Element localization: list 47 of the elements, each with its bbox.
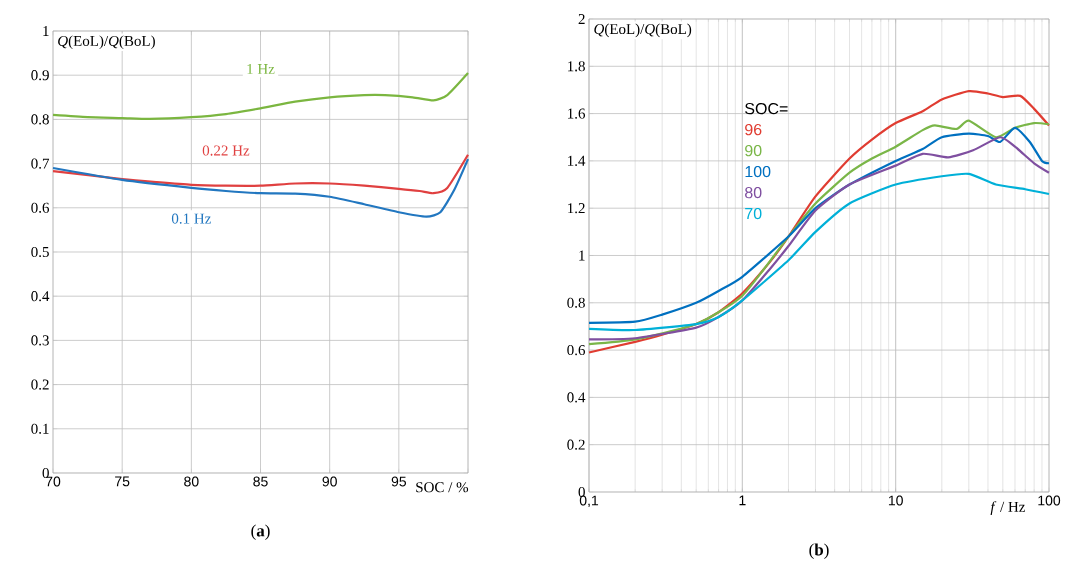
- text: (b): [809, 543, 829, 559]
- x-tick-label: 95: [391, 476, 407, 487]
- text: 1 Hz: [247, 63, 275, 74]
- x-axis-title: f / Hz: [990, 501, 1026, 515]
- y-tick-label: 0.4: [31, 291, 50, 302]
- y-tick-label: 0.3: [31, 335, 49, 346]
- y-tick-label: 0.6: [567, 344, 586, 356]
- text: 70: [745, 207, 762, 220]
- x-tick-label: 75: [115, 476, 130, 487]
- y-axis-title: Q(EoL)/Q(BoL): [594, 23, 692, 38]
- y-tick-label: 0.8: [31, 114, 49, 125]
- x-axis-title: SOC / %: [416, 482, 469, 493]
- y-tick-label: 1.2: [568, 203, 585, 214]
- y-tick-label: 0.7: [31, 158, 50, 169]
- y-tick-label: 2: [578, 14, 585, 24]
- y-tick-label: 0.1: [31, 423, 49, 434]
- y-tick-label: 1.4: [568, 155, 586, 166]
- x-tick-label: 90: [322, 476, 337, 487]
- y-tick-label: 1: [579, 250, 585, 261]
- y-tick-label: 0.9: [31, 70, 49, 81]
- text: 80: [745, 186, 762, 199]
- y-tick-label: 1.6: [568, 108, 586, 119]
- y-tick-label: 0.6: [31, 202, 50, 213]
- y-tick-label: 0.2: [31, 379, 49, 390]
- y-tick-label: 0.2: [567, 439, 585, 450]
- y-tick-label: 0.5: [31, 246, 49, 258]
- x-tick-label: 10: [888, 495, 903, 506]
- x-tick-label: 80: [184, 476, 199, 487]
- x-tick-label: 70: [45, 476, 61, 487]
- x-tick-label: 85: [253, 476, 268, 487]
- x-tick-label: 0,1: [579, 495, 599, 508]
- text: (a): [251, 524, 270, 540]
- x-tick-label: 1: [739, 495, 746, 506]
- y-tick-label: 0: [42, 467, 49, 479]
- y-tick-label: 1.8: [568, 61, 585, 72]
- text: 90: [745, 144, 762, 157]
- legend-title: SOC=: [745, 102, 788, 115]
- y-tick-label: 0: [578, 486, 585, 498]
- y-tick-label: 0.8: [567, 297, 585, 308]
- x-tick-label: 100: [1038, 495, 1061, 506]
- y-tick-label: 0.4: [567, 392, 586, 403]
- y-tick-label: 1: [43, 26, 49, 36]
- y-axis-title: Q(EoL)/Q(BoL): [58, 35, 155, 50]
- series-label: 0.22 Hz: [202, 145, 250, 156]
- text: 96: [745, 123, 762, 136]
- series-label: 0.1 Hz: [171, 213, 211, 224]
- text: 100: [745, 165, 771, 178]
